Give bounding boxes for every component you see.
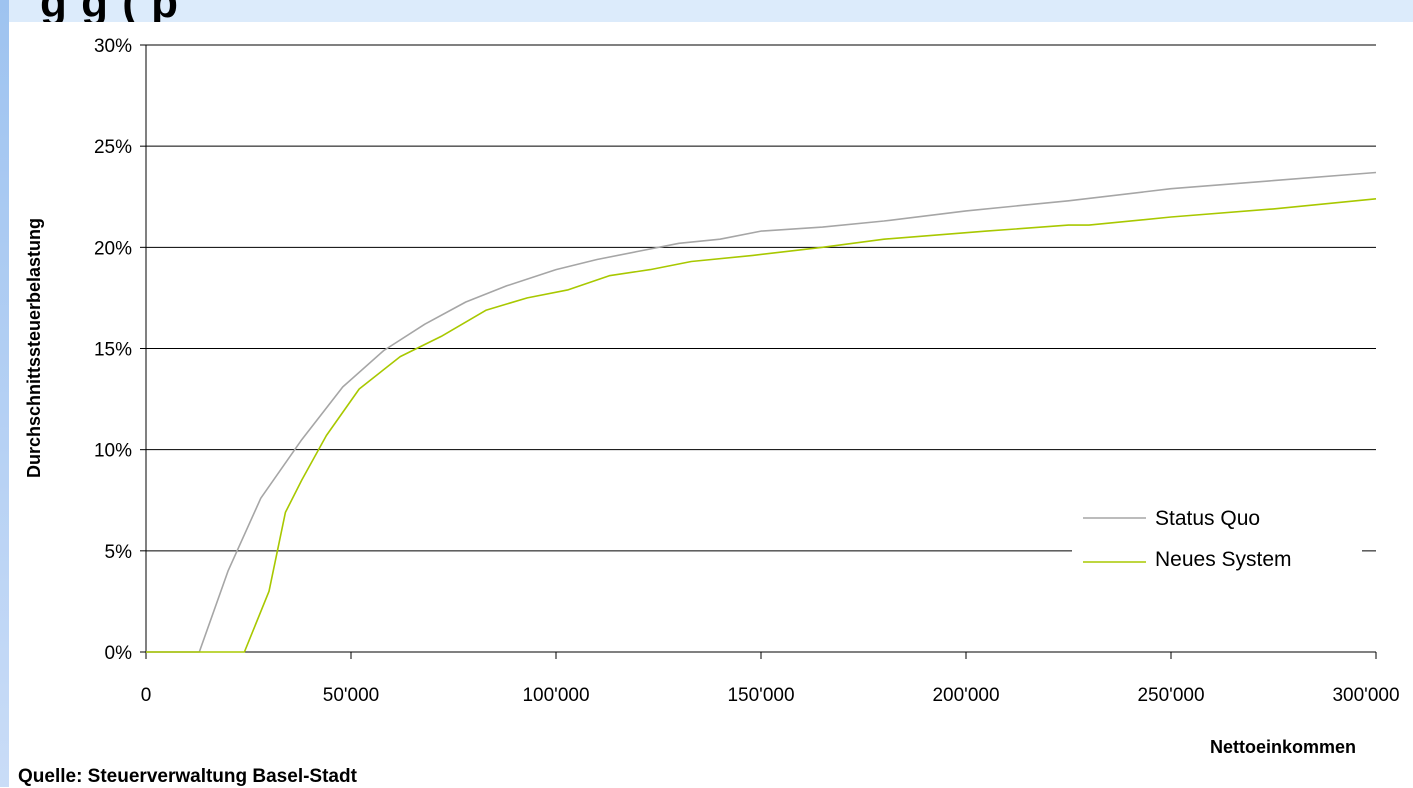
gridlines — [146, 44, 1376, 552]
x-tick-label: 100'000 — [522, 685, 589, 706]
y-tick-label: 15% — [94, 340, 132, 361]
series-line-status-quo — [146, 171, 1377, 653]
y-tick-label: 25% — [94, 137, 132, 158]
x-tick-label: 300'000 — [1332, 685, 1399, 706]
x-tick-label: 50'000 — [323, 685, 379, 706]
x-tick-label: 200'000 — [932, 685, 999, 706]
series-line-neues-system — [146, 198, 1377, 653]
y-axis-title: Durchschnittssteuerbelastung — [24, 218, 44, 478]
x-tick-label: 150'000 — [727, 685, 794, 706]
y-tick-label: 30% — [94, 36, 132, 57]
y-tick-label: 0% — [105, 643, 133, 664]
y-tick-label: 5% — [105, 542, 133, 563]
legend: Status Quo Neues System — [1072, 495, 1362, 575]
x-tick-label: 0 — [141, 685, 152, 706]
x-axis-title: Nettoeinkommen — [1210, 737, 1356, 757]
legend-label-status-quo: Status Quo — [1155, 507, 1260, 530]
series-lines — [146, 171, 1377, 653]
axis-ticks: 0% 5% 10% 15% 20% 25% 30% 0 50'000 100'000 150'000… — [94, 36, 1400, 706]
title-band: g g ( p — [0, 0, 1413, 22]
cropped-title: g g ( p — [40, 0, 179, 22]
y-tick-label: 10% — [94, 441, 132, 462]
source-note: Quelle: Steuerverwaltung Basel-Stadt — [18, 766, 357, 787]
legend-label-neues-system: Neues System — [1155, 548, 1292, 571]
y-tick-label: 20% — [94, 238, 132, 259]
slide-side-band — [0, 0, 9, 787]
x-tick-label: 250'000 — [1137, 685, 1204, 706]
